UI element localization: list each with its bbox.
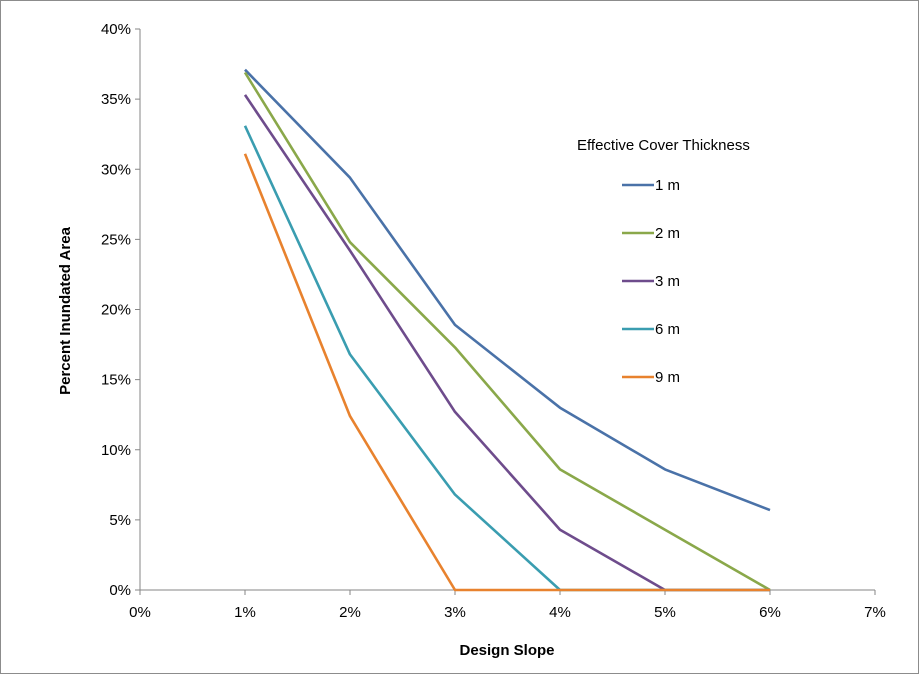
x-tick-label: 5% <box>654 604 676 621</box>
series-line-9m <box>243 153 770 592</box>
y-tick-label: 25% <box>101 231 131 248</box>
x-tick-label: 4% <box>549 604 571 621</box>
legend-label: 9 m <box>655 369 680 386</box>
x-axis-title: Design Slope <box>459 642 554 659</box>
y-tick-label: 15% <box>101 372 131 389</box>
series-lines <box>243 68 771 592</box>
x-tick-label: 3% <box>444 604 466 621</box>
x-tick-label: 1% <box>234 604 256 621</box>
legend-items: 1 m 2 m 3 m 6 m 9 m <box>622 177 680 386</box>
x-tick-label: 2% <box>339 604 361 621</box>
series-line-1m <box>244 68 771 512</box>
legend-label: 1 m <box>655 177 680 194</box>
legend-label: 3 m <box>655 273 680 290</box>
legend-item: 3 m <box>622 273 680 290</box>
y-tick-label: 40% <box>101 21 131 38</box>
y-tick-label: 20% <box>101 302 131 319</box>
x-tick-label: 6% <box>759 604 781 621</box>
legend-item: 9 m <box>622 369 680 386</box>
legend-item: 6 m <box>622 321 680 338</box>
y-tick-label: 30% <box>101 161 131 178</box>
legend-title: Effective Cover Thickness <box>577 137 750 154</box>
x-tick-label: 0% <box>129 604 151 621</box>
legend-item: 2 m <box>622 225 680 242</box>
y-tick-label: 5% <box>109 512 131 529</box>
legend-item: 1 m <box>622 177 680 194</box>
axes: 0% 5% 10% 15% 20% 25% 30% 35% 40% 0% 1% 2% 3% 4% 5% 6% 7… <box>101 21 886 621</box>
legend-label: 2 m <box>655 225 680 242</box>
legend: Effective Cover Thickness 1 m 2 m 3 m 6 m 9 … <box>577 137 750 386</box>
y-tick-label: 10% <box>101 442 131 459</box>
series-line-2m <box>243 71 771 592</box>
y-tick-label: 35% <box>101 91 131 108</box>
y-axis-title: Percent Inundated Area <box>57 226 74 394</box>
legend-label: 6 m <box>655 321 680 338</box>
y-tick-label: 0% <box>109 582 131 599</box>
x-tick-label: 7% <box>864 604 886 621</box>
